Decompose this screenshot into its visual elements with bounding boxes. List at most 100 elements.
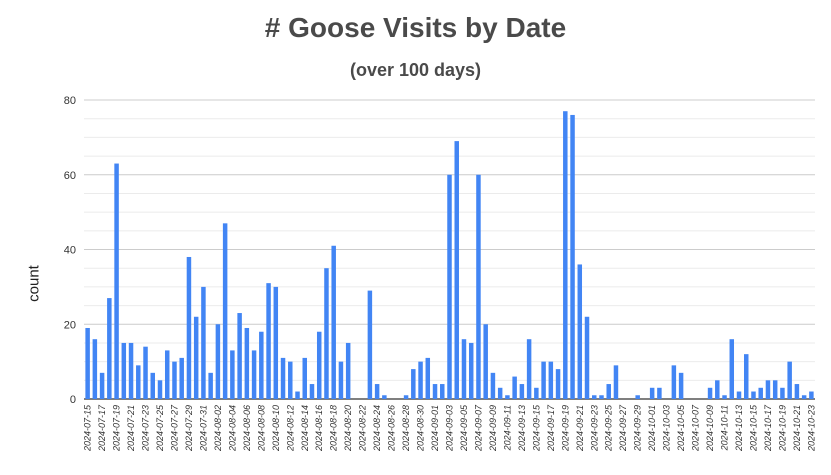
bar <box>85 327 90 399</box>
bar <box>787 361 792 400</box>
bar <box>519 384 525 399</box>
bar <box>541 361 546 400</box>
x-tick-label: 2024-10-19 <box>777 405 787 452</box>
bar <box>613 365 619 399</box>
x-tick-label: 2024-10-17 <box>763 404 773 452</box>
bar <box>772 380 778 399</box>
bar <box>736 391 742 399</box>
bar <box>295 391 300 399</box>
bar <box>230 350 235 399</box>
bar <box>483 324 488 399</box>
bar <box>107 298 112 399</box>
bar <box>266 283 271 399</box>
bar <box>222 223 228 399</box>
bar <box>345 342 351 399</box>
bar <box>201 286 206 400</box>
bar <box>136 365 141 399</box>
bar <box>382 395 387 399</box>
bar <box>534 387 539 399</box>
x-tick-label: 2024-07-29 <box>184 405 194 452</box>
bar <box>801 395 807 399</box>
x-tick-label: 2024-09-23 <box>589 405 599 452</box>
bar <box>403 395 409 399</box>
bar <box>143 346 148 399</box>
x-tick-label: 2024-10-07 <box>691 404 701 452</box>
bar <box>599 395 604 399</box>
bar <box>671 365 677 399</box>
x-tick-label: 2024-07-27 <box>169 404 179 452</box>
bar <box>780 387 785 399</box>
bar <box>440 384 445 399</box>
x-tick-label: 2024-08-22 <box>358 405 368 452</box>
x-tick-label: 2024-08-18 <box>329 405 339 452</box>
x-tick-label: 2024-08-24 <box>372 405 382 452</box>
bar <box>411 369 416 399</box>
y-tick-label: 80 <box>64 95 76 107</box>
bar <box>678 372 684 399</box>
bar <box>707 387 713 399</box>
bar <box>121 342 127 399</box>
bar <box>497 387 503 399</box>
chart-subtitle: (over 100 days) <box>349 60 482 80</box>
x-tick-label: 2024-07-19 <box>112 405 122 452</box>
x-tick-label: 2024-09-27 <box>618 404 628 452</box>
x-tick-label: 2024-09-07 <box>473 404 483 452</box>
bar <box>592 395 597 399</box>
bar <box>179 357 184 399</box>
x-tick-label: 2024-08-02 <box>213 405 223 452</box>
x-tick-label: 2024-10-23 <box>806 405 816 452</box>
x-tick-label: 2024-08-08 <box>256 405 266 452</box>
x-tick-label: 2024-07-31 <box>198 405 208 452</box>
x-tick-label: 2024-08-16 <box>314 405 324 452</box>
bar <box>193 316 199 399</box>
bar <box>526 339 532 399</box>
x-tick-label: 2024-10-21 <box>792 405 802 452</box>
bar <box>454 141 459 400</box>
bar <box>635 395 640 399</box>
bar <box>172 361 177 400</box>
x-tick-label: 2024-07-23 <box>141 405 151 452</box>
bar <box>751 391 756 399</box>
bar <box>548 361 554 400</box>
bar <box>722 395 727 399</box>
bar <box>432 384 438 399</box>
x-tick-label: 2024-08-12 <box>285 405 295 452</box>
bar <box>237 313 242 399</box>
x-tick-label: 2024-08-20 <box>343 405 353 452</box>
bar <box>338 361 344 400</box>
bar <box>468 342 474 399</box>
bar <box>331 245 336 399</box>
bars <box>85 111 814 400</box>
bar <box>606 384 611 399</box>
bar <box>324 268 329 399</box>
x-tick-label: 2024-09-13 <box>517 405 527 452</box>
bar <box>418 361 423 400</box>
x-tick-label: 2024-09-15 <box>531 404 541 452</box>
y-tick-label: 40 <box>64 245 76 257</box>
x-tick-label: 2024-10-09 <box>705 405 715 452</box>
x-tick-label: 2024-09-05 <box>459 404 469 452</box>
bar <box>164 350 170 399</box>
x-tick-label: 2024-07-25 <box>155 404 165 452</box>
bar <box>512 376 517 399</box>
x-tick-label: 2024-07-17 <box>97 404 107 452</box>
x-tick-label: 2024-09-17 <box>546 404 556 452</box>
x-tick-label: 2024-09-21 <box>575 405 585 452</box>
x-tick-label: 2024-09-03 <box>445 405 455 452</box>
x-tick-label: 2024-10-15 <box>748 404 758 452</box>
bar <box>577 264 583 399</box>
bar <box>309 384 315 399</box>
bar <box>157 380 163 399</box>
bar <box>425 357 431 399</box>
x-tick-label: 2024-09-11 <box>502 405 512 451</box>
bar <box>374 384 380 399</box>
x-tick-labels: 2024-07-15 2024-07-17 2024-07-19 2024-07-21… <box>83 404 817 452</box>
bar <box>316 331 322 399</box>
bar <box>114 163 119 399</box>
x-tick-label: 2024-09-01 <box>430 405 440 452</box>
y-tick-label: 60 <box>64 170 76 182</box>
bar <box>251 350 257 399</box>
bar <box>461 339 467 399</box>
bar <box>570 114 575 399</box>
